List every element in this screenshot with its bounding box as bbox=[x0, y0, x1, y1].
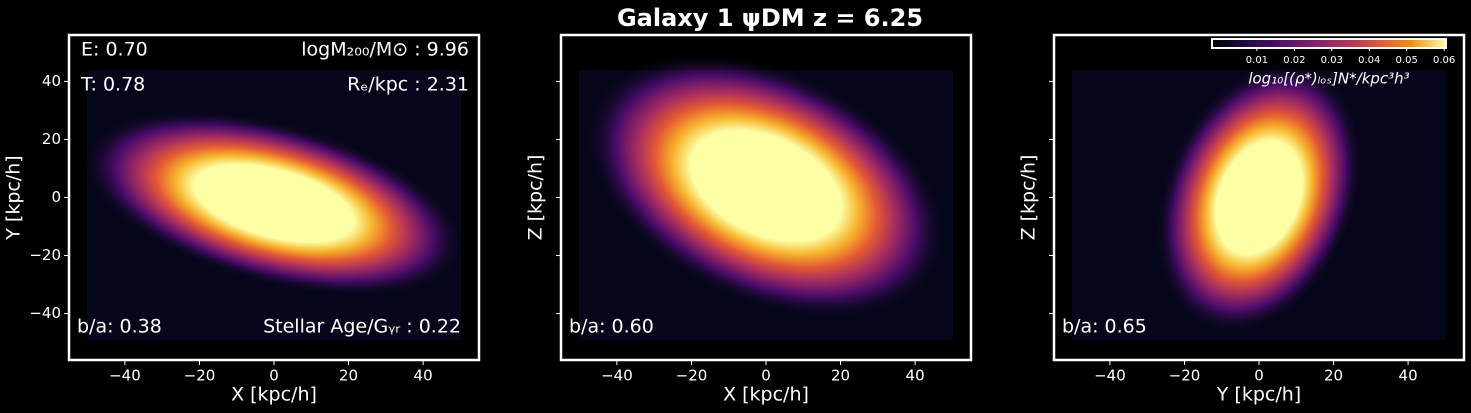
density-map bbox=[579, 54, 953, 340]
x-tick-label: −20 bbox=[1169, 367, 1201, 385]
density-map bbox=[1072, 62, 1446, 340]
colorbar-tick-label: 0.01 bbox=[1246, 55, 1268, 66]
x-tick-label: −20 bbox=[184, 367, 216, 385]
annotation: logM₂₀₀/M⊙ : 9.96 bbox=[301, 39, 469, 61]
colorbar-tick-label: 0.02 bbox=[1283, 55, 1305, 66]
y-axis-label: Z [kpc/h] bbox=[1018, 155, 1040, 241]
y-tick-label: −40 bbox=[29, 304, 61, 322]
colorbar-tick-label: 0.05 bbox=[1396, 55, 1418, 66]
annotation: Rₑ/kpc : 2.31 bbox=[347, 74, 469, 96]
x-axis-label: X [kpc/h] bbox=[723, 384, 809, 406]
colorbar-tick-label: 0.04 bbox=[1358, 55, 1380, 66]
x-tick-label: 0 bbox=[269, 367, 279, 385]
x-tick-label: 40 bbox=[1399, 367, 1418, 385]
colorbar bbox=[1211, 38, 1447, 49]
x-tick-label: 40 bbox=[906, 367, 925, 385]
x-axis-label: Y [kpc/h] bbox=[1216, 384, 1301, 406]
annotation: Stellar Age/Gᵧᵣ : 0.22 bbox=[263, 316, 461, 338]
density-blob bbox=[587, 54, 945, 318]
x-tick-label: −40 bbox=[109, 367, 141, 385]
figure-title: Galaxy 1 ψDM z = 6.25 bbox=[617, 4, 923, 32]
colorbar-tick-label: 0.03 bbox=[1321, 55, 1343, 66]
y-tick-label: 20 bbox=[42, 130, 61, 148]
x-tick-label: 0 bbox=[761, 367, 771, 385]
annotation: T: 0.78 bbox=[80, 74, 145, 96]
x-tick-label: −40 bbox=[1094, 367, 1126, 385]
y-axis-label: Z [kpc/h] bbox=[525, 155, 547, 241]
x-tick-label: 20 bbox=[831, 367, 850, 385]
annotation: E: 0.70 bbox=[81, 39, 148, 61]
density-blob bbox=[1156, 62, 1362, 333]
colorbar-label: log₁₀[(ρ*)ₗₒₛ]N*/kpc³h³ bbox=[1248, 70, 1409, 88]
y-tick-label: −20 bbox=[29, 246, 61, 264]
x-tick-label: 0 bbox=[1254, 367, 1264, 385]
y-tick-label: 0 bbox=[51, 188, 61, 206]
annotation: b/a: 0.38 bbox=[77, 316, 162, 338]
x-tick-label: 20 bbox=[1324, 367, 1343, 385]
density-map bbox=[84, 70, 464, 340]
colorbar-tick-label: 0.06 bbox=[1433, 55, 1455, 66]
density-blob bbox=[84, 111, 464, 296]
x-tick-label: −40 bbox=[601, 367, 633, 385]
y-axis-label: Y [kpc/h] bbox=[3, 155, 25, 240]
annotation: b/a: 0.60 bbox=[569, 316, 654, 338]
annotation: b/a: 0.65 bbox=[1062, 316, 1147, 338]
x-tick-label: 20 bbox=[339, 367, 358, 385]
x-tick-label: −20 bbox=[676, 367, 708, 385]
x-tick-label: 40 bbox=[414, 367, 433, 385]
x-axis-label: X [kpc/h] bbox=[231, 384, 317, 406]
y-tick-label: 40 bbox=[42, 72, 61, 90]
